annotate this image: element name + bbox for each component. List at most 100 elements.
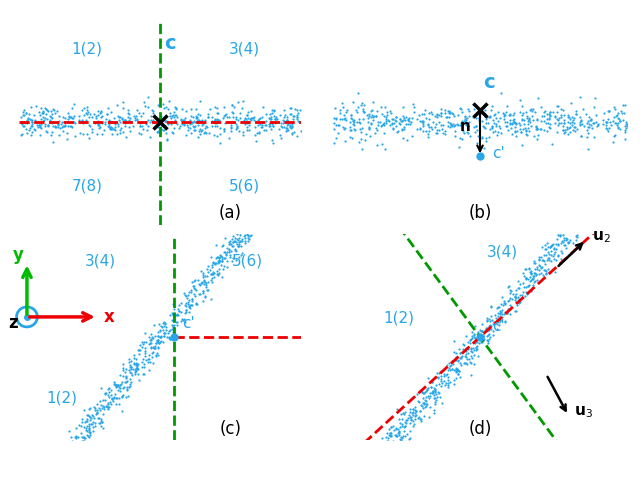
Point: [439, 370, 449, 378]
Point: [188, 282, 198, 290]
Point: [146, 116, 156, 124]
Point: [171, 105, 181, 112]
Point: [92, 410, 102, 417]
Point: [366, 107, 376, 115]
Point: [575, 121, 586, 129]
Point: [420, 400, 431, 407]
Point: [340, 124, 350, 131]
Point: [388, 422, 398, 430]
Point: [161, 323, 172, 330]
Point: [493, 303, 503, 311]
Text: (a): (a): [219, 204, 242, 222]
Point: [200, 293, 210, 301]
Point: [464, 108, 474, 115]
Point: [259, 121, 269, 129]
Point: [197, 121, 207, 129]
Point: [442, 361, 452, 369]
Point: [24, 126, 34, 134]
Text: 1(2): 1(2): [383, 310, 415, 325]
Point: [106, 395, 116, 402]
Point: [90, 119, 100, 127]
Point: [134, 342, 145, 349]
Point: [63, 445, 73, 453]
Point: [170, 105, 180, 112]
Point: [60, 121, 70, 129]
Point: [621, 124, 631, 131]
Point: [38, 113, 48, 121]
Point: [64, 447, 74, 455]
Point: [15, 131, 26, 139]
Point: [66, 434, 76, 441]
Point: [154, 339, 164, 347]
Point: [189, 290, 200, 298]
Point: [62, 130, 72, 137]
Point: [51, 123, 61, 131]
Point: [346, 126, 356, 134]
Point: [474, 333, 484, 341]
Point: [212, 122, 222, 130]
Point: [129, 354, 139, 361]
Point: [518, 280, 528, 287]
Point: [145, 358, 155, 366]
Point: [211, 116, 221, 123]
Point: [447, 365, 457, 373]
Point: [141, 120, 151, 128]
Point: [525, 270, 536, 277]
Point: [502, 118, 512, 126]
Point: [176, 300, 186, 307]
Point: [412, 125, 422, 133]
Point: [95, 123, 105, 130]
Point: [500, 111, 510, 119]
Point: [122, 383, 132, 391]
Point: [521, 130, 531, 138]
Point: [44, 116, 54, 124]
Point: [213, 270, 223, 278]
Point: [530, 277, 540, 285]
Point: [534, 261, 545, 269]
Point: [575, 93, 586, 100]
Point: [403, 414, 413, 422]
Point: [86, 420, 96, 428]
Point: [92, 409, 102, 417]
Point: [430, 398, 440, 405]
Point: [120, 117, 130, 125]
Point: [209, 117, 219, 125]
Point: [293, 109, 303, 117]
Point: [143, 351, 154, 358]
Point: [182, 294, 192, 302]
Point: [575, 118, 585, 126]
Point: [189, 284, 199, 292]
Point: [614, 115, 624, 123]
Point: [197, 126, 207, 133]
Point: [381, 429, 392, 437]
Point: [200, 129, 210, 136]
Point: [358, 106, 369, 113]
Point: [243, 114, 253, 122]
Point: [201, 129, 211, 137]
Point: [395, 115, 405, 123]
Point: [137, 123, 147, 130]
Point: [509, 118, 520, 126]
Point: [228, 113, 239, 121]
Point: [147, 333, 157, 341]
Point: [377, 110, 387, 118]
Point: [232, 230, 243, 238]
Point: [27, 122, 37, 130]
Point: [52, 108, 62, 115]
Point: [465, 337, 476, 344]
Point: [477, 332, 488, 340]
Point: [186, 286, 196, 293]
Point: [232, 225, 243, 232]
Point: [227, 247, 237, 254]
Point: [285, 124, 296, 131]
Point: [66, 114, 76, 121]
Point: [111, 383, 121, 391]
Point: [466, 335, 476, 343]
Point: [365, 113, 376, 121]
Point: [110, 380, 120, 388]
Point: [499, 311, 509, 318]
Point: [207, 261, 218, 269]
Point: [238, 131, 248, 139]
Point: [516, 128, 526, 135]
Text: 3(4): 3(4): [229, 42, 260, 56]
